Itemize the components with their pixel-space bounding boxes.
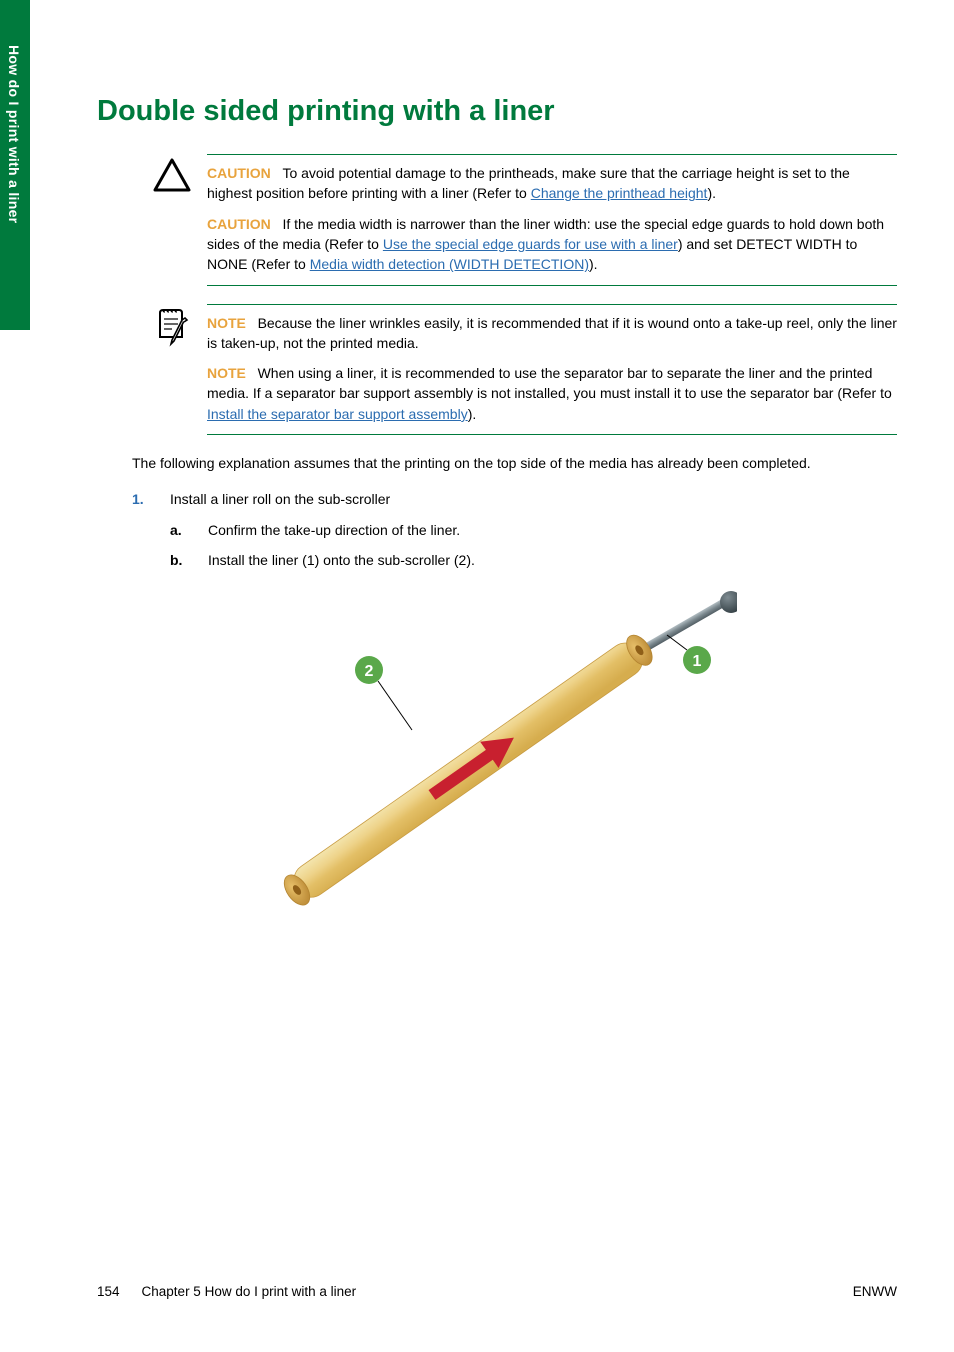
page-content: Double sided printing with a liner CAUTI…: [97, 90, 897, 926]
footer-left: 154 Chapter 5 How do I print with a liner: [97, 1282, 356, 1302]
caution-icon: [152, 154, 207, 285]
step-list: 1. Install a liner roll on the sub-scrol…: [132, 489, 897, 509]
step-1b-text: Install the liner (1) onto the sub-scrol…: [208, 550, 475, 570]
footer-right: ENWW: [853, 1282, 897, 1302]
link-width-detection[interactable]: Media width detection (WIDTH DETECTION): [310, 256, 589, 272]
svg-text:2: 2: [365, 663, 374, 680]
figure-badge-2: 2: [355, 656, 412, 730]
link-change-printhead-height[interactable]: Change the printhead height: [531, 185, 708, 201]
step-1a: a. Confirm the take-up direction of the …: [170, 520, 897, 540]
note-body: NOTE Because the liner wrinkles easily, …: [207, 304, 897, 435]
figure-liner-roll: 2 1: [207, 590, 897, 925]
footer-chapter: Chapter 5 How do I print with a liner: [142, 1284, 357, 1299]
footer-page-number: 154: [97, 1284, 120, 1299]
caution-p1-pre: To avoid potential damage to the printhe…: [207, 165, 850, 201]
note-icon: [152, 304, 207, 435]
note-callout: NOTE Because the liner wrinkles easily, …: [152, 304, 897, 435]
step-1b-letter: b.: [170, 550, 208, 570]
note-label: NOTE: [207, 315, 246, 331]
caution-para-1: CAUTION To avoid potential damage to the…: [207, 163, 897, 204]
note-para-2: NOTE When using a liner, it is recommend…: [207, 363, 897, 424]
note-p2-post: ).: [468, 406, 477, 422]
note-para-1: NOTE Because the liner wrinkles easily, …: [207, 313, 897, 354]
intro-text: The following explanation assumes that t…: [132, 453, 897, 473]
step-1b: b. Install the liner (1) onto the sub-sc…: [170, 550, 897, 570]
sidebar-tab: How do I print with a liner: [0, 0, 30, 330]
note-label-2: NOTE: [207, 365, 246, 381]
link-edge-guards[interactable]: Use the special edge guards for use with…: [383, 236, 678, 252]
page-footer: 154 Chapter 5 How do I print with a liner…: [97, 1282, 897, 1302]
note-p2-pre: When using a liner, it is recommended to…: [207, 365, 892, 401]
caution-callout: CAUTION To avoid potential damage to the…: [152, 154, 897, 285]
caution-para-2: CAUTION If the media width is narrower t…: [207, 214, 897, 275]
step-1: 1. Install a liner roll on the sub-scrol…: [132, 489, 897, 509]
caution-p2-post: ).: [589, 256, 598, 272]
step-1a-letter: a.: [170, 520, 208, 540]
page-title: Double sided printing with a liner: [97, 90, 897, 132]
caution-p1-post: ).: [707, 185, 716, 201]
svg-text:1: 1: [693, 653, 702, 670]
substep-list: a. Confirm the take-up direction of the …: [170, 520, 897, 571]
figure-badge-1: 1: [667, 635, 711, 674]
step-1-number: 1.: [132, 489, 170, 509]
step-1a-text: Confirm the take-up direction of the lin…: [208, 520, 460, 540]
caution-label-2: CAUTION: [207, 216, 271, 232]
caution-body: CAUTION To avoid potential damage to the…: [207, 154, 897, 285]
link-separator-bar[interactable]: Install the separator bar support assemb…: [207, 406, 468, 422]
note-p1-text: Because the liner wrinkles easily, it is…: [207, 315, 897, 351]
caution-label: CAUTION: [207, 165, 271, 181]
step-1-text: Install a liner roll on the sub-scroller: [170, 489, 390, 509]
